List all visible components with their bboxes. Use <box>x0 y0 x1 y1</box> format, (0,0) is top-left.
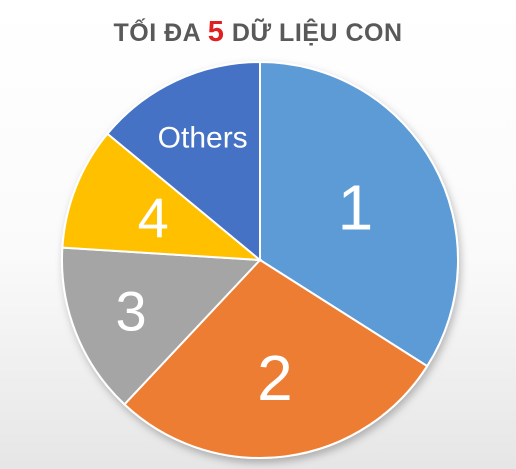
pie-label-others: Others <box>158 122 248 155</box>
pie-slice-others <box>106 60 261 263</box>
pie-label-3: 3 <box>116 280 147 343</box>
pie-slice-4 <box>61 132 264 262</box>
title-suffix: DỮ LIỆU CON <box>224 19 403 47</box>
pie-label-2: 2 <box>257 342 293 414</box>
chart-title: TỐI ĐA 5 DỮ LIỆU CON <box>0 16 516 49</box>
pie-label-1: 1 <box>338 172 374 244</box>
pie-slice-2 <box>123 258 429 459</box>
pie-slice-3 <box>61 246 263 406</box>
title-prefix: TỐI ĐA <box>113 19 208 47</box>
title-highlight: 5 <box>207 16 225 48</box>
pie-slice-1 <box>259 60 459 368</box>
pie-label-4: 4 <box>138 186 169 249</box>
